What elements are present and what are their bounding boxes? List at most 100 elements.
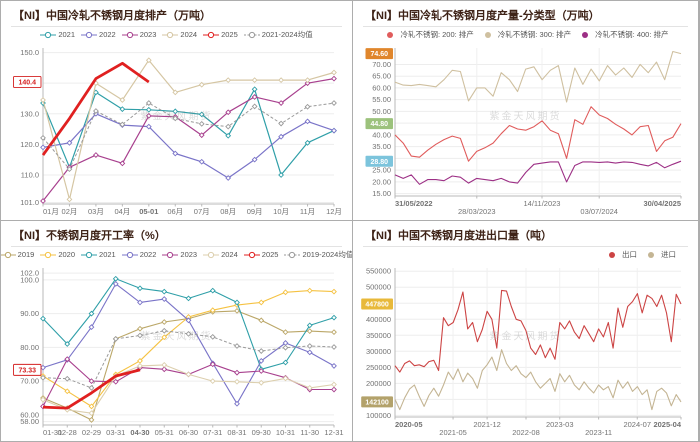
legend-item[interactable]: 进口: [643, 249, 676, 260]
title-divider: [11, 246, 342, 247]
legend-item[interactable]: 2025: [243, 250, 278, 259]
svg-text:150.0: 150.0: [20, 48, 39, 57]
svg-text:30/04/2025: 30/04/2025: [643, 199, 681, 208]
svg-text:70.00: 70.00: [20, 377, 39, 386]
svg-text:06-30: 06-30: [179, 428, 198, 437]
svg-text:350000: 350000: [366, 331, 391, 340]
chart-title: 【NI】中国冷轧不锈钢月度产量-分类型（万吨）: [365, 10, 600, 22]
svg-text:44.80: 44.80: [370, 121, 388, 128]
legend-marker-icon: [203, 31, 220, 38]
legend-label: 2021-2024均值: [261, 30, 313, 39]
legend-marker-icon: [243, 251, 260, 258]
svg-text:02-28: 02-28: [58, 428, 77, 437]
svg-text:2023-03: 2023-03: [546, 420, 574, 429]
svg-text:100.0: 100.0: [20, 275, 39, 284]
svg-text:05-01: 05-01: [139, 207, 158, 216]
legend-marker-icon: [609, 251, 615, 258]
legend-label: 2021: [99, 250, 116, 259]
svg-text:2024-07: 2024-07: [623, 420, 651, 429]
svg-text:15.00: 15.00: [372, 189, 391, 198]
svg-text:40.00: 40.00: [372, 130, 391, 139]
svg-text:25.00: 25.00: [372, 166, 391, 175]
legend-label: 2022: [99, 30, 116, 39]
svg-text:04月: 04月: [114, 207, 130, 216]
svg-text:2021-12: 2021-12: [473, 420, 501, 429]
svg-text:10月: 10月: [273, 207, 289, 216]
svg-text:09-30: 09-30: [252, 428, 271, 437]
chart-legend: 出口 进口: [353, 247, 698, 262]
legend-item[interactable]: 冷轧不锈钢: 400: 排产: [577, 29, 669, 40]
legend-item[interactable]: 2019-2024均值: [284, 249, 352, 260]
legend-label: 2024: [180, 30, 198, 39]
chart-title: 【NI】中国冷轧不锈钢月度排产（万吨）: [13, 10, 211, 22]
legend-item[interactable]: 2021: [40, 30, 75, 39]
svg-text:31/05/2022: 31/05/2022: [395, 199, 433, 208]
svg-text:08月: 08月: [220, 207, 236, 216]
legend-item[interactable]: 2020: [40, 250, 75, 259]
legend-item[interactable]: 2021: [81, 250, 116, 259]
legend-marker-icon: [1, 251, 16, 258]
svg-text:14/11/2023: 14/11/2023: [524, 199, 561, 208]
svg-text:04-30: 04-30: [130, 428, 149, 437]
legend-marker-icon: [387, 31, 394, 38]
svg-text:03-31: 03-31: [106, 428, 125, 437]
legend-marker-icon: [484, 31, 491, 38]
svg-text:60.00: 60.00: [20, 410, 39, 419]
svg-text:55.00: 55.00: [372, 95, 391, 104]
legend-item[interactable]: 2021-2024均值: [243, 29, 313, 40]
svg-text:58.00: 58.00: [20, 417, 39, 426]
svg-text:102.0: 102.0: [20, 269, 39, 278]
svg-text:10-31: 10-31: [276, 428, 295, 437]
svg-text:80.00: 80.00: [20, 343, 39, 352]
legend-label: 冷轧不锈钢: 400: 排产: [595, 30, 669, 39]
legend-item[interactable]: 2025: [203, 30, 238, 39]
panel-cold-rolled-output-by-type: 【NI】中国冷轧不锈钢月度产量-分类型（万吨） 冷轧不锈钢: 200: 排产 冷轧…: [353, 1, 698, 220]
svg-text:200000: 200000: [366, 379, 391, 388]
legend-marker-icon: [81, 251, 98, 258]
svg-text:35.00: 35.00: [372, 142, 391, 151]
svg-text:28.80: 28.80: [370, 159, 388, 166]
legend-item[interactable]: 2023: [121, 30, 156, 39]
svg-text:300000: 300000: [366, 347, 391, 356]
legend-item[interactable]: 出口: [604, 249, 637, 260]
legend-item[interactable]: 2024: [162, 30, 197, 39]
legend-item[interactable]: 2022: [121, 250, 156, 259]
svg-text:550000: 550000: [366, 267, 391, 276]
svg-text:06月: 06月: [167, 207, 183, 216]
panel-cold-rolled-monthly-schedule: 【NI】中国冷轧不锈钢月度排产（万吨） 2021 2022 2023 2024 2025…: [1, 1, 352, 220]
svg-text:447800: 447800: [365, 302, 388, 309]
svg-text:28/03/2023: 28/03/2023: [458, 207, 496, 216]
svg-text:20.00: 20.00: [372, 177, 391, 186]
legend-marker-icon: [40, 251, 57, 258]
legend-marker-icon: [121, 251, 138, 258]
svg-text:74.60: 74.60: [370, 51, 388, 58]
legend-label: 出口: [622, 250, 637, 259]
legend-label: 2021: [58, 30, 76, 39]
legend-item[interactable]: 冷轧不锈钢: 300: 排产: [480, 29, 571, 40]
svg-text:2025-04: 2025-04: [653, 420, 681, 429]
legend-marker-icon: [40, 31, 57, 38]
legend-item[interactable]: 2024: [203, 250, 238, 259]
svg-text:01月: 01月: [43, 207, 59, 216]
chart-legend: 2021 2022 2023 2024 2025 2021-2024均值: [1, 27, 352, 42]
legend-marker-icon: [121, 31, 138, 38]
svg-text:08-31: 08-31: [227, 428, 246, 437]
chart-canvas-output-by-type: 70.0065.0060.0055.0050.0045.0040.0035.00…: [365, 48, 682, 216]
legend-marker-icon: [243, 31, 260, 38]
legend-item[interactable]: 2022: [81, 30, 116, 39]
svg-text:500000: 500000: [366, 283, 391, 292]
legend-item[interactable]: 冷轧不锈钢: 200: 排产: [382, 29, 474, 40]
title-divider: [363, 246, 688, 247]
svg-text:50.00: 50.00: [372, 107, 391, 116]
chart-canvas-import-export: 5500005000004500004000003500003000002500…: [361, 267, 682, 437]
svg-text:70.00: 70.00: [372, 60, 391, 69]
legend-label: 冷轧不锈钢: 200: 排产: [400, 30, 474, 39]
svg-text:07月: 07月: [194, 207, 210, 216]
legend-item[interactable]: 2019: [1, 250, 34, 259]
panel-operating-rate: 【NI】不锈钢月度开工率（%） 2019 2020 2021 2022 2023 2024…: [1, 221, 352, 441]
legend-item[interactable]: 2023: [162, 250, 197, 259]
svg-text:05-31: 05-31: [155, 428, 174, 437]
svg-text:03/07/2024: 03/07/2024: [580, 207, 618, 216]
svg-text:2022-08: 2022-08: [512, 428, 540, 437]
